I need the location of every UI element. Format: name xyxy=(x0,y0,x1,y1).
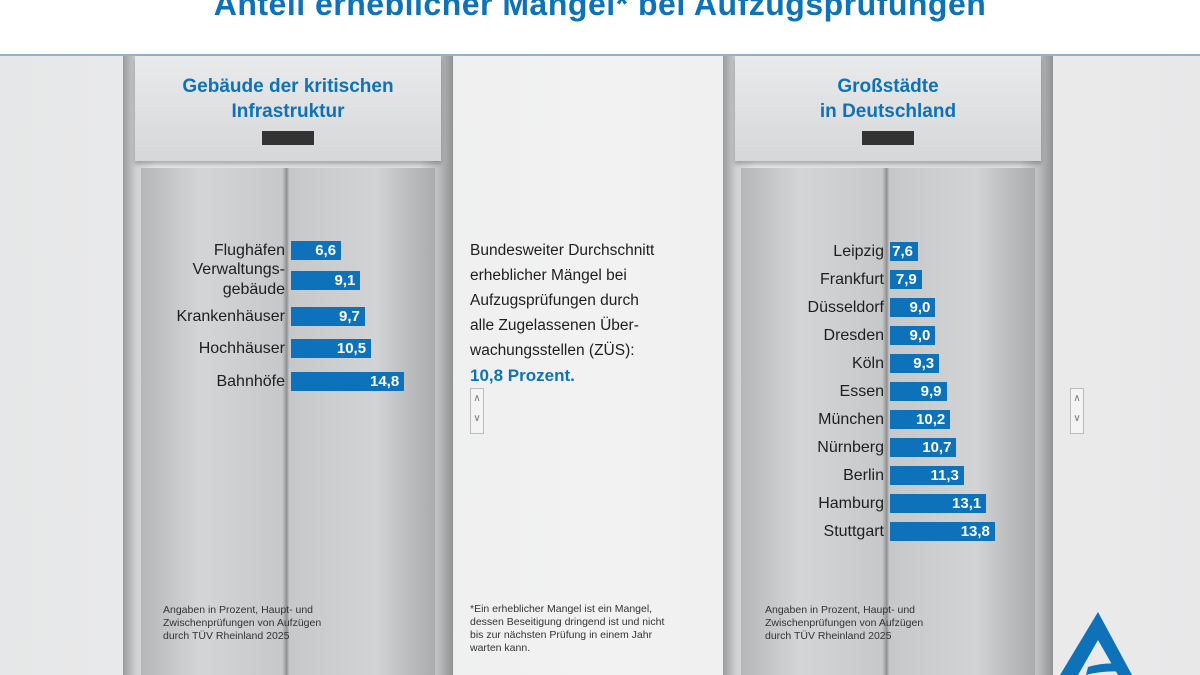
display-slot xyxy=(862,131,914,145)
text-line: Aufzugsprüfungen durch xyxy=(470,292,639,309)
category-label: Bahnhöfe xyxy=(216,373,285,390)
display-slot xyxy=(262,131,314,145)
tuv-logo-icon xyxy=(1060,612,1132,675)
heading-line: Großstädte xyxy=(837,76,939,97)
category-label: Essen xyxy=(839,383,884,400)
heading-line: Gebäude der kritischen xyxy=(182,76,394,97)
note-line: durch TÜV Rheinland 2025 xyxy=(163,630,290,642)
note-line: Zwischenprüfungen von Aufzügen xyxy=(765,617,924,629)
elevator-header-left: Gebäude der kritischen Infrastruktur xyxy=(135,56,441,161)
bar: 10,2 xyxy=(890,410,951,429)
category-label: Krankenhäuser xyxy=(176,308,285,325)
note-line: Zwischenprüfungen von Aufzügen xyxy=(163,617,322,629)
source-note-right: Angaben in Prozent, Haupt- und Zwischenpr… xyxy=(765,604,923,643)
category-label: Verwaltungs-gebäude xyxy=(192,261,286,298)
category-label: Leipzig xyxy=(833,243,884,260)
bar: 9,1 xyxy=(291,271,361,290)
bar: 9,0 xyxy=(890,326,936,345)
bar: 14,8 xyxy=(291,372,405,391)
category-label: Nürnberg xyxy=(817,439,884,456)
up-arrow-icon: ∧ xyxy=(473,393,481,404)
category-label: Hochhäuser xyxy=(198,340,285,357)
heading-line: Infrastruktur xyxy=(231,101,345,122)
elevator-left: Gebäude der kritischen Infrastruktur Flug… xyxy=(123,56,453,675)
bar: 11,3 xyxy=(890,466,964,485)
bar: 6,6 xyxy=(291,241,342,260)
category-label: Frankfurt xyxy=(819,271,884,288)
category-label: Hamburg xyxy=(818,495,884,512)
average-value: 10,8 Prozent. xyxy=(470,366,575,385)
text-line: Bundesweiter Durchschnitt xyxy=(470,242,655,259)
elevator-doors-left xyxy=(141,168,435,675)
note-line: dessen Beseitigung dringend ist und nich… xyxy=(470,616,665,628)
note-line: Angaben in Prozent, Haupt- und xyxy=(765,604,916,616)
bar: 9,9 xyxy=(890,382,947,401)
text-line: wachungsstellen (ZÜS): xyxy=(470,342,635,359)
text-line: erheblicher Mängel bei xyxy=(470,267,627,284)
down-arrow-icon: ∨ xyxy=(1073,413,1081,424)
average-text: Bundesweiter Durchschnitt erheblicher Mä… xyxy=(470,238,654,389)
heading-line: in Deutschland xyxy=(819,101,957,122)
elevator-right: Großstädte in Deutschland Leipzig 7,6 Frank… xyxy=(723,56,1053,675)
page-title: Anteil erheblicher Mängel* bei Aufzugspr… xyxy=(213,0,987,22)
bar: 7,6 xyxy=(890,242,919,261)
category-label: Berlin xyxy=(843,467,884,484)
up-arrow-icon: ∧ xyxy=(1073,393,1081,404)
category-label: Düsseldorf xyxy=(807,299,884,316)
note-line: *Ein erheblicher Mangel ist ein Mangel, xyxy=(470,603,653,615)
bar: 10,5 xyxy=(291,339,372,358)
category-label: Flughäfen xyxy=(213,242,285,259)
source-note-left: Angaben in Prozent, Haupt- und Zwischenpr… xyxy=(163,604,321,643)
bar: 10,7 xyxy=(890,438,957,457)
call-button-right: ∧ ∨ xyxy=(1070,388,1084,434)
note-line: Angaben in Prozent, Haupt- und xyxy=(163,604,314,616)
note-line: durch TÜV Rheinland 2025 xyxy=(765,630,892,642)
note-line: warten kann. xyxy=(470,642,531,654)
category-label: Stuttgart xyxy=(823,523,884,540)
bar: 9,0 xyxy=(890,298,936,317)
category-label: München xyxy=(818,411,884,428)
category-label: Dresden xyxy=(823,327,884,344)
bar: 9,3 xyxy=(890,354,940,373)
elevator-header-right: Großstädte in Deutschland xyxy=(735,56,1041,161)
chart-title-left: Gebäude der kritischen Infrastruktur xyxy=(135,74,441,124)
bar: 9,7 xyxy=(291,307,365,326)
category-label: Köln xyxy=(851,355,884,372)
chart-title-right: Großstädte in Deutschland xyxy=(735,74,1041,124)
down-arrow-icon: ∨ xyxy=(473,413,481,424)
note-line: bis zur nächsten Prüfung in einem Jahr xyxy=(470,629,653,641)
text-line: alle Zugelassenen Über- xyxy=(470,317,639,334)
bar: 13,8 xyxy=(890,522,995,541)
bar: 13,1 xyxy=(890,494,987,513)
footnote: *Ein erheblicher Mangel ist ein Mangel, d… xyxy=(470,603,664,655)
bar: 7,9 xyxy=(890,270,922,289)
call-button-left: ∧ ∨ xyxy=(470,388,484,434)
elevator-doors-right xyxy=(741,168,1035,675)
